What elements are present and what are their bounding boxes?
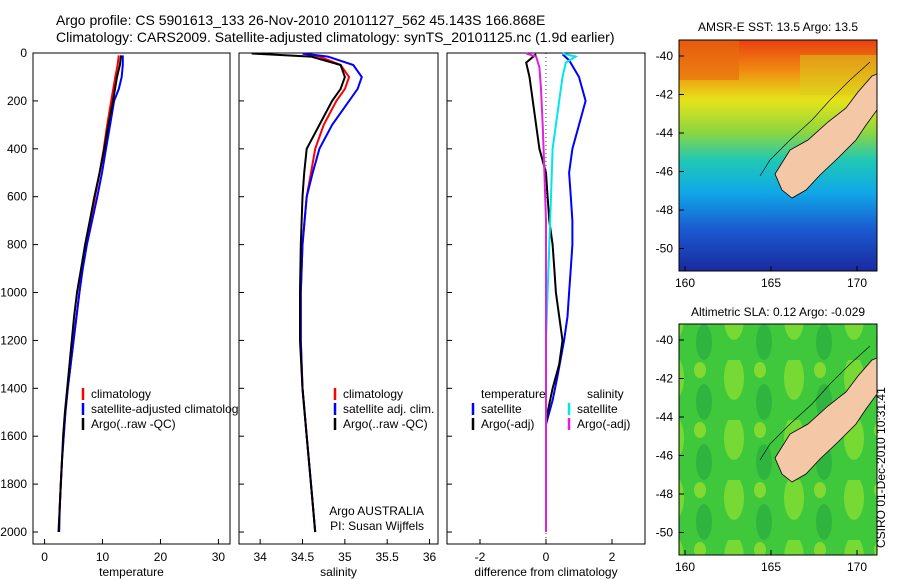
map-x-tick-label: 165: [761, 276, 781, 290]
plot-frame: [32, 52, 231, 545]
map-y-tick-label: -48: [656, 203, 674, 217]
x-tick-label: 34.5: [291, 550, 315, 564]
temperature-panel: 0 10 20 30 temperature 0 200 400 600 800 1000 1200 1…: [0, 46, 244, 579]
legend-label: Argo(..raw -QC): [91, 417, 176, 431]
south-island-land: [774, 73, 877, 199]
y-tick-label: 800: [7, 238, 27, 252]
x-axis-label: salinity: [320, 565, 357, 579]
series-line-temperature-satellite: [545, 53, 587, 532]
legend-label: satellite adj. clim.: [343, 402, 434, 416]
y-tick-label: 0: [20, 46, 27, 60]
x-tick-label: 36: [423, 550, 437, 564]
map-y-tick-label: -40: [656, 49, 674, 63]
salinity-panel: 34 34.5 35 35.5 36 salinity climatologysatelli…: [238, 52, 439, 579]
figure-title-line-1: Argo profile: CS 5901613_133 26-Nov-2010…: [56, 12, 546, 28]
legend-label: climatology: [91, 387, 151, 401]
y-tick-label: 1200: [0, 333, 27, 347]
map-y-tick-label: -42: [656, 88, 674, 102]
legend-label: satellite-adjusted climatology: [91, 402, 244, 416]
map-x-tick-label: 165: [761, 560, 781, 574]
x-tick-label: 0: [41, 550, 48, 564]
y-tick-label: 2000: [0, 525, 27, 539]
sla-map-title: Altimetric SLA: 0.12 Argo: -0.029: [691, 305, 865, 319]
sla-map: Altimetric SLA: 0.12 Argo: -0.029 -40 -42…: [656, 305, 878, 574]
map-y-tick-label: -42: [656, 372, 674, 386]
x-tick-label: 35.5: [376, 550, 400, 564]
map-x-tick-label: 160: [675, 276, 695, 290]
map-y-tick-label: -48: [656, 487, 674, 501]
series-line-argo-raw-qc-: [251, 52, 346, 533]
map-x-tick-label: 170: [847, 276, 867, 290]
x-tick-label: -2: [475, 550, 486, 564]
south-island-land: [774, 357, 877, 483]
map-y-tick-label: -50: [656, 242, 674, 256]
x-tick-label: 35: [338, 550, 352, 564]
argo-annotation: PI: Susan Wijffels: [330, 519, 424, 533]
legend-group-title: salinity: [587, 387, 624, 401]
x-tick-label: 34: [253, 550, 267, 564]
legend-label: Argo(-adj): [481, 417, 534, 431]
y-tick-label: 600: [7, 190, 27, 204]
y-tick-label: 400: [7, 142, 27, 156]
x-tick-label: 10: [96, 550, 110, 564]
x-axis-label: difference from climatology: [474, 565, 617, 579]
figure-title-line-2: Climatology: CARS2009. Satellite-adjuste…: [56, 29, 615, 45]
legend-label: Argo(..raw -QC): [343, 417, 428, 431]
map-y-tick-label: -44: [656, 410, 674, 424]
csiro-timestamp: CSIRO 01-Dec-2010 10:31:41: [874, 387, 888, 548]
map-y-tick-label: -50: [656, 526, 674, 540]
map-x-tick-label: 160: [675, 560, 695, 574]
map-y-tick-label: -44: [656, 126, 674, 140]
legend-label: satellite: [481, 402, 522, 416]
map-y-tick-label: -46: [656, 449, 674, 463]
legend-label: satellite: [577, 402, 618, 416]
y-tick-label: 200: [7, 94, 27, 108]
y-tick-label: 1600: [0, 429, 27, 443]
y-tick-label: 1000: [0, 286, 27, 300]
series-line-salinity-argo-adj-: [525, 52, 547, 532]
y-tick-label: 1400: [0, 381, 27, 395]
sst-map-title: AMSR-E SST: 13.5 Argo: 13.5: [698, 20, 858, 34]
map-x-tick-label: 170: [847, 560, 867, 574]
y-tick-label: 1800: [0, 477, 27, 491]
legend-group-title: temperature: [481, 387, 546, 401]
map-y-tick-label: -40: [656, 333, 674, 347]
series-line-temperature-argo-adj-: [525, 53, 564, 532]
x-tick-label: 30: [212, 550, 226, 564]
series-line-salinity-satellite: [545, 52, 579, 532]
sst-map: AMSR-E SST: 13.5 Argo: 13.5 -40 -42 -44 -46…: [656, 20, 878, 290]
x-axis-label: temperature: [99, 565, 164, 579]
x-tick-label: 0: [543, 550, 550, 564]
series-line-argo-raw-qc-: [57, 55, 123, 533]
legend-label: climatology: [343, 387, 403, 401]
argo-annotation: Argo AUSTRALIA: [329, 504, 424, 518]
legend-label: Argo(-adj): [577, 417, 630, 431]
map-y-tick-label: -46: [656, 165, 674, 179]
plot-frame: [238, 52, 439, 545]
x-tick-label: 2: [609, 550, 616, 564]
x-tick-label: 20: [154, 550, 168, 564]
